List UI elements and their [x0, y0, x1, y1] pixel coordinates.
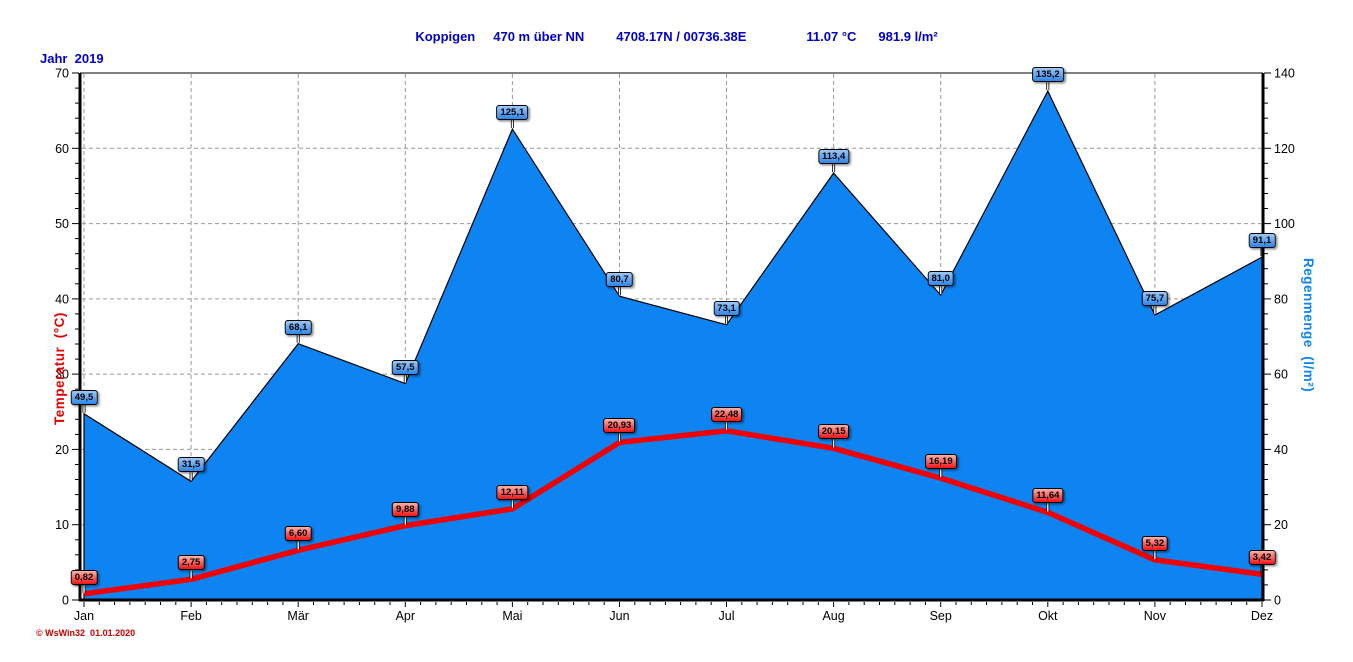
mean-temperature: 11.07 °C [806, 29, 857, 44]
month-label: Jan [74, 609, 94, 623]
station-altitude: 470 m über NN [493, 29, 585, 44]
month-label: Apr [396, 609, 415, 623]
month-label: Jun [609, 609, 629, 623]
right-tick-label: 100 [1274, 217, 1295, 231]
right-tick-label: 120 [1274, 142, 1295, 156]
right-tick-label: 140 [1274, 67, 1295, 81]
rain-axis-title: Regenmenge (l/m²) [1301, 258, 1316, 393]
right-tick-label: 20 [1274, 518, 1288, 532]
year-label: Jahr 2019 [40, 51, 104, 66]
temperature-axis-title: Temperatur (°C) [52, 312, 67, 425]
temp-line [83, 428, 1263, 597]
total-rainfall: 981.9 l/m² [878, 29, 938, 44]
chart-header: Koppigen 470 m über NN 4708.17N / 00736.… [0, 29, 1353, 44]
copyright-note: © WsWin32 01.01.2020 [36, 628, 136, 638]
month-label: Aug [822, 609, 844, 623]
left-tick-label: 50 [55, 217, 69, 231]
month-label: Okt [1038, 609, 1058, 623]
left-tick-label: 40 [55, 292, 69, 306]
rain-area [83, 89, 1263, 601]
month-label: Nov [1144, 609, 1167, 623]
left-tick-label: 20 [55, 443, 69, 457]
station-name: Koppigen [415, 29, 476, 44]
right-tick-label: 80 [1274, 292, 1288, 306]
month-label: Mär [287, 609, 309, 623]
month-label: Mai [502, 609, 522, 623]
right-tick-label: 0 [1274, 594, 1281, 608]
month-label: Jul [719, 609, 735, 623]
left-tick-label: 70 [55, 67, 69, 81]
left-tick-label: 30 [55, 368, 69, 382]
month-label: Sep [930, 609, 952, 623]
left-tick-label: 0 [62, 594, 69, 608]
left-tick-label: 60 [55, 142, 69, 156]
month-label: Dez [1251, 609, 1273, 623]
right-tick-label: 40 [1274, 443, 1288, 457]
left-tick-label: 10 [55, 518, 69, 532]
month-label: Feb [180, 609, 202, 623]
station-coordinates: 4708.17N / 00736.38E [616, 29, 747, 44]
right-tick-label: 60 [1274, 368, 1288, 382]
